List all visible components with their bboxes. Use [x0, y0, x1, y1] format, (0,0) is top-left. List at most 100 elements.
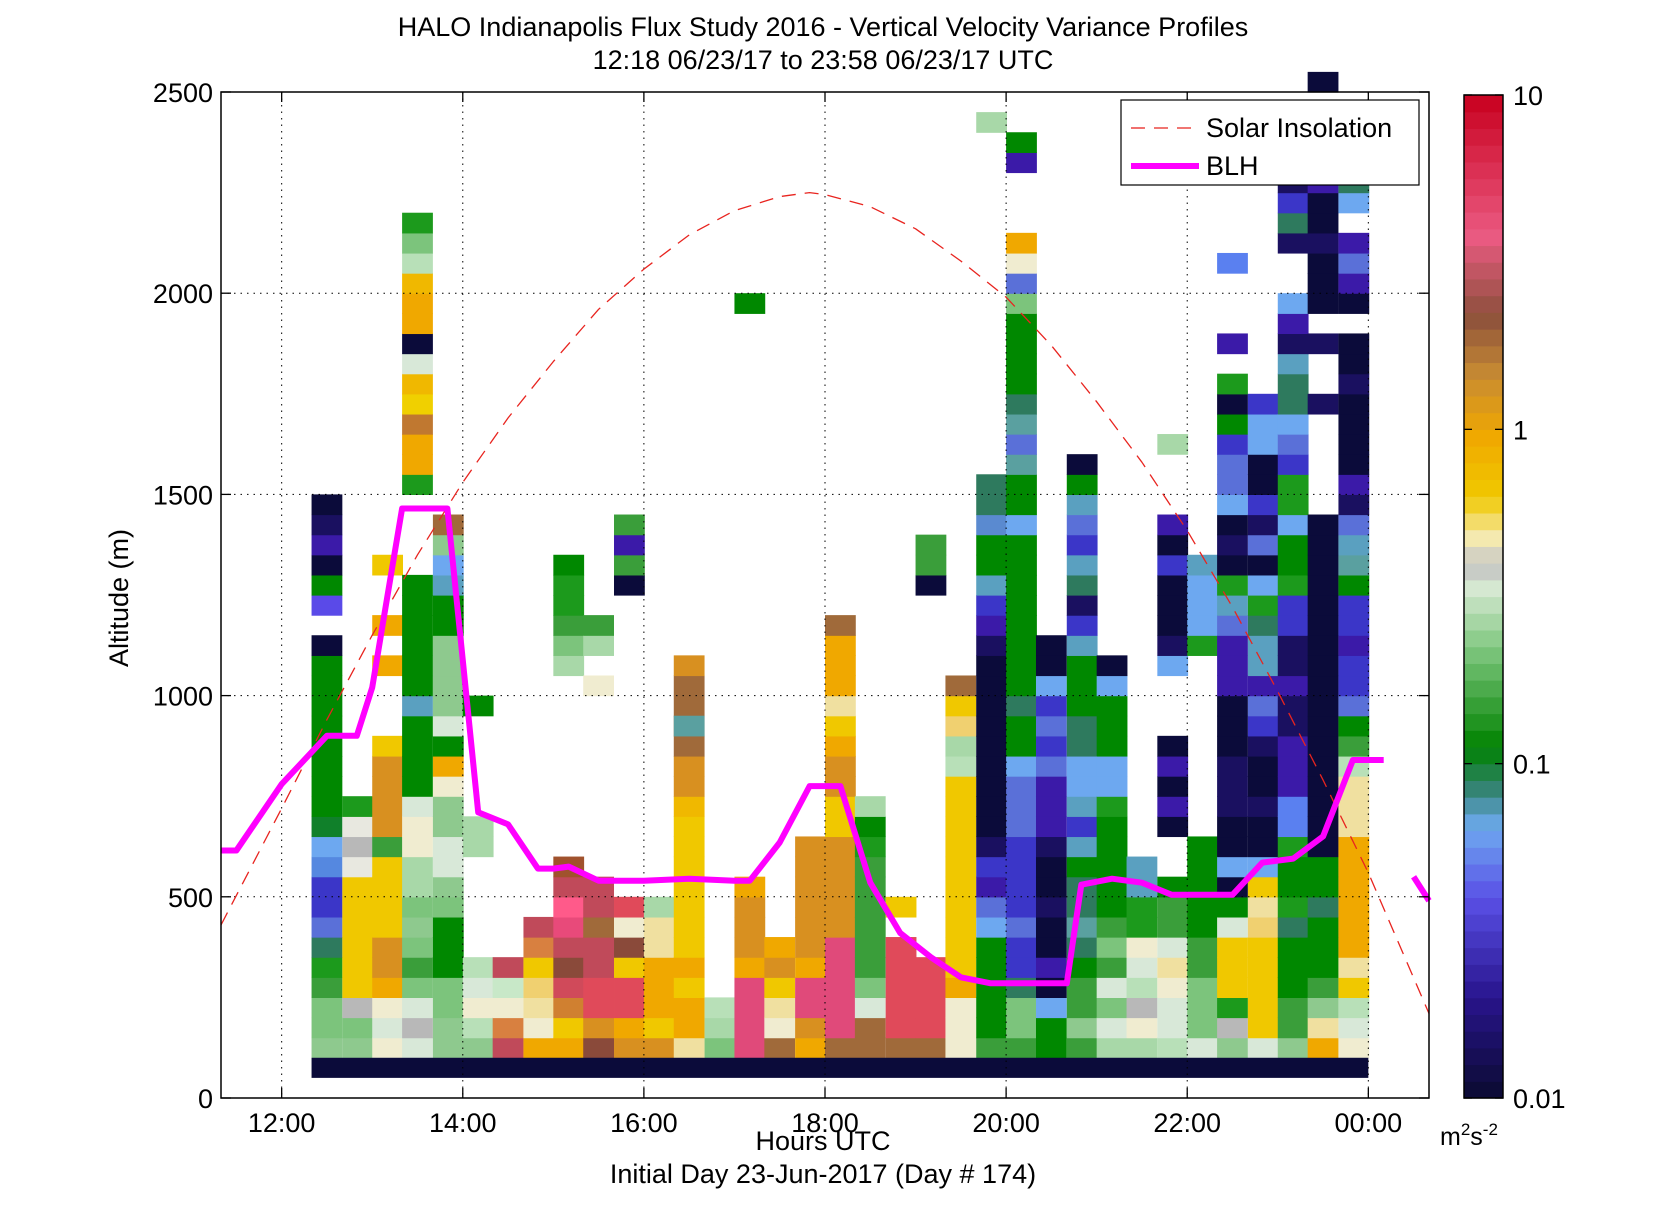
colorbar-stripe — [1464, 713, 1503, 731]
variance-cell — [1035, 796, 1067, 817]
variance-cell — [825, 635, 856, 656]
variance-cell — [1217, 595, 1248, 616]
variance-cell — [1217, 333, 1248, 355]
variance-cell — [795, 977, 826, 998]
variance-cell — [673, 1037, 705, 1059]
variance-cell — [1217, 755, 1248, 777]
variance-cell — [1157, 434, 1189, 455]
variance-cell — [1307, 856, 1339, 878]
variance-cell — [311, 816, 343, 838]
variance-cell — [1247, 957, 1279, 978]
variance-cell — [372, 836, 404, 858]
variance-cell — [1187, 615, 1219, 636]
variance-cell — [1307, 655, 1339, 677]
variance-cell — [734, 1037, 766, 1059]
variance-cell — [583, 1037, 615, 1059]
y-tick-label: 1500 — [153, 480, 213, 510]
variance-cell — [342, 836, 374, 858]
variance-cell — [734, 997, 766, 1019]
variance-cell — [1217, 574, 1248, 596]
variance-cell — [614, 514, 645, 536]
variance-cell — [1096, 796, 1128, 817]
variance-cell — [1217, 675, 1248, 697]
variance-cell — [432, 776, 464, 797]
variance-cell — [311, 896, 343, 918]
variance-cell — [854, 997, 886, 1019]
variance-cell — [1006, 413, 1037, 435]
variance-cell — [1217, 393, 1248, 415]
variance-cell — [1066, 494, 1098, 516]
variance-cell — [1096, 655, 1128, 677]
variance-cell — [432, 635, 464, 656]
variance-cell — [462, 1037, 494, 1059]
variance-cell — [1066, 816, 1098, 838]
variance-cell — [854, 896, 886, 918]
variance-cell — [1307, 333, 1339, 355]
variance-cell — [673, 715, 705, 737]
variance-cell — [1277, 554, 1309, 576]
variance-cell — [1307, 293, 1339, 314]
variance-cell — [1247, 816, 1279, 838]
variance-cell — [583, 977, 615, 998]
variance-cell — [976, 735, 1008, 757]
colorbar-stripe — [1464, 546, 1503, 564]
variance-cell — [854, 1017, 886, 1039]
variance-cell — [311, 1017, 343, 1039]
variance-cell — [402, 876, 433, 898]
chart-subtitle: 12:18 06/23/17 to 23:58 06/23/17 UTC — [593, 45, 1054, 75]
variance-cell — [1217, 534, 1248, 556]
variance-cell — [342, 796, 374, 817]
variance-cell — [1217, 252, 1248, 274]
variance-cell — [311, 534, 343, 556]
variance-cell — [1247, 876, 1279, 898]
variance-cell — [1217, 796, 1248, 817]
variance-cell — [311, 554, 343, 576]
variance-cell — [976, 1037, 1008, 1059]
colorbar-stripe — [1464, 646, 1503, 664]
variance-cell — [1277, 675, 1309, 697]
ground-band — [311, 1057, 1369, 1078]
variance-cell — [1217, 655, 1248, 677]
colorbar-tick-label: 0.01 — [1513, 1084, 1566, 1114]
variance-cell — [1247, 997, 1279, 1019]
variance-cell — [311, 1037, 343, 1059]
variance-cell — [311, 876, 343, 898]
variance-cell — [1066, 977, 1098, 998]
colorbar-stripe — [1464, 746, 1503, 765]
variance-cell — [1277, 796, 1309, 817]
variance-cell — [976, 494, 1008, 516]
variance-cell — [1307, 977, 1339, 998]
colorbar-stripe — [1464, 930, 1503, 949]
variance-cell — [432, 997, 464, 1019]
colorbar-stripe — [1464, 964, 1503, 982]
variance-cell — [825, 997, 856, 1019]
variance-cell — [311, 997, 343, 1019]
variance-cell — [945, 735, 977, 757]
variance-cell — [1247, 615, 1279, 636]
variance-cell — [1247, 1037, 1279, 1059]
colorbar-stripe — [1464, 329, 1503, 347]
variance-cell — [1338, 554, 1370, 576]
variance-cell — [1247, 916, 1279, 938]
variance-cell — [673, 997, 705, 1019]
variance-cell — [1338, 816, 1370, 838]
variance-cell — [976, 675, 1008, 697]
variance-cell — [673, 796, 705, 817]
variance-cell — [1307, 715, 1339, 737]
variance-cell — [1338, 655, 1370, 677]
variance-cell — [795, 1037, 826, 1059]
variance-cell — [1157, 514, 1189, 536]
variance-cell — [1277, 474, 1309, 495]
variance-cell — [1096, 675, 1128, 697]
variance-cell — [1338, 192, 1370, 214]
variance-cell — [1006, 856, 1037, 878]
variance-cell — [976, 776, 1008, 797]
variance-cell — [614, 916, 645, 938]
variance-cell — [1066, 957, 1098, 978]
variance-cell — [825, 856, 856, 878]
variance-cell — [432, 977, 464, 998]
variance-cell — [673, 856, 705, 878]
variance-cell — [1277, 1037, 1309, 1059]
variance-cell — [643, 1037, 675, 1059]
